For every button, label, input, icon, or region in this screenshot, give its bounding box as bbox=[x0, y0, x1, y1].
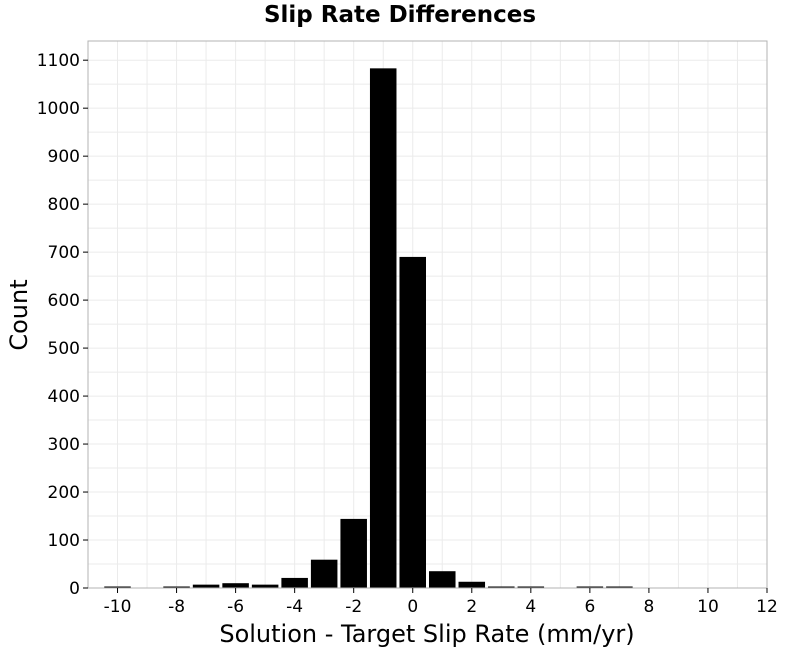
histogram-bar bbox=[251, 584, 279, 588]
histogram-bar bbox=[310, 559, 338, 588]
x-tick-label: 12 bbox=[756, 597, 778, 617]
y-tick-label: 200 bbox=[48, 483, 80, 503]
x-tick-label: 0 bbox=[407, 597, 418, 617]
x-tick-label: -4 bbox=[286, 597, 303, 617]
histogram-bar bbox=[340, 518, 367, 588]
histogram-bar bbox=[606, 586, 633, 588]
chart-title: Slip Rate Differences bbox=[263, 2, 537, 28]
histogram-bar bbox=[576, 586, 604, 588]
y-tick-label: 600 bbox=[48, 291, 80, 311]
x-tick-label: 4 bbox=[525, 597, 536, 617]
y-axis-title: Count bbox=[5, 279, 33, 350]
x-tick-label: -10 bbox=[104, 597, 132, 617]
histogram-bar bbox=[192, 584, 220, 588]
y-tick-label: 1000 bbox=[37, 99, 80, 119]
histogram-bar bbox=[399, 256, 426, 588]
y-tick-label: 1100 bbox=[37, 51, 80, 71]
x-tick-label: 2 bbox=[466, 597, 477, 617]
y-tick-label: 800 bbox=[48, 195, 80, 215]
y-tick-label: 300 bbox=[48, 435, 80, 455]
x-axis-title: Solution - Target Slip Rate (mm/yr) bbox=[219, 620, 634, 648]
y-tick-label: 0 bbox=[69, 579, 80, 599]
histogram-bar bbox=[104, 586, 131, 588]
plot-frame bbox=[87, 40, 768, 589]
histogram-bar bbox=[517, 586, 545, 588]
y-tick-label: 500 bbox=[48, 339, 80, 359]
x-tick-label: -2 bbox=[345, 597, 362, 617]
y-tick-label: 900 bbox=[48, 147, 80, 167]
x-tick-label: 6 bbox=[584, 597, 595, 617]
histogram-bar bbox=[369, 68, 397, 589]
histogram-bar bbox=[458, 581, 486, 588]
histogram-bar bbox=[429, 571, 456, 588]
histogram-bar bbox=[281, 577, 308, 588]
y-tick-label: 100 bbox=[48, 531, 80, 551]
y-tick-label: 400 bbox=[48, 387, 80, 407]
histogram-bar bbox=[488, 586, 515, 588]
bars bbox=[104, 68, 633, 589]
x-tick-label: 10 bbox=[697, 597, 719, 617]
y-tick-label: 700 bbox=[48, 243, 80, 263]
x-tick-label: 8 bbox=[643, 597, 654, 617]
x-axis-ticks: -10 -8 -6 -4 -2 0 2 4 6 8 10 12 bbox=[104, 588, 778, 617]
y-axis-ticks: 0 100 200 300 400 500 600 700 800 900 1000 1100 bbox=[37, 51, 88, 599]
grid bbox=[88, 41, 768, 589]
histogram-bar bbox=[163, 586, 190, 588]
x-tick-label: -8 bbox=[168, 597, 185, 617]
histogram-bar bbox=[222, 583, 249, 588]
x-tick-label: -6 bbox=[227, 597, 244, 617]
